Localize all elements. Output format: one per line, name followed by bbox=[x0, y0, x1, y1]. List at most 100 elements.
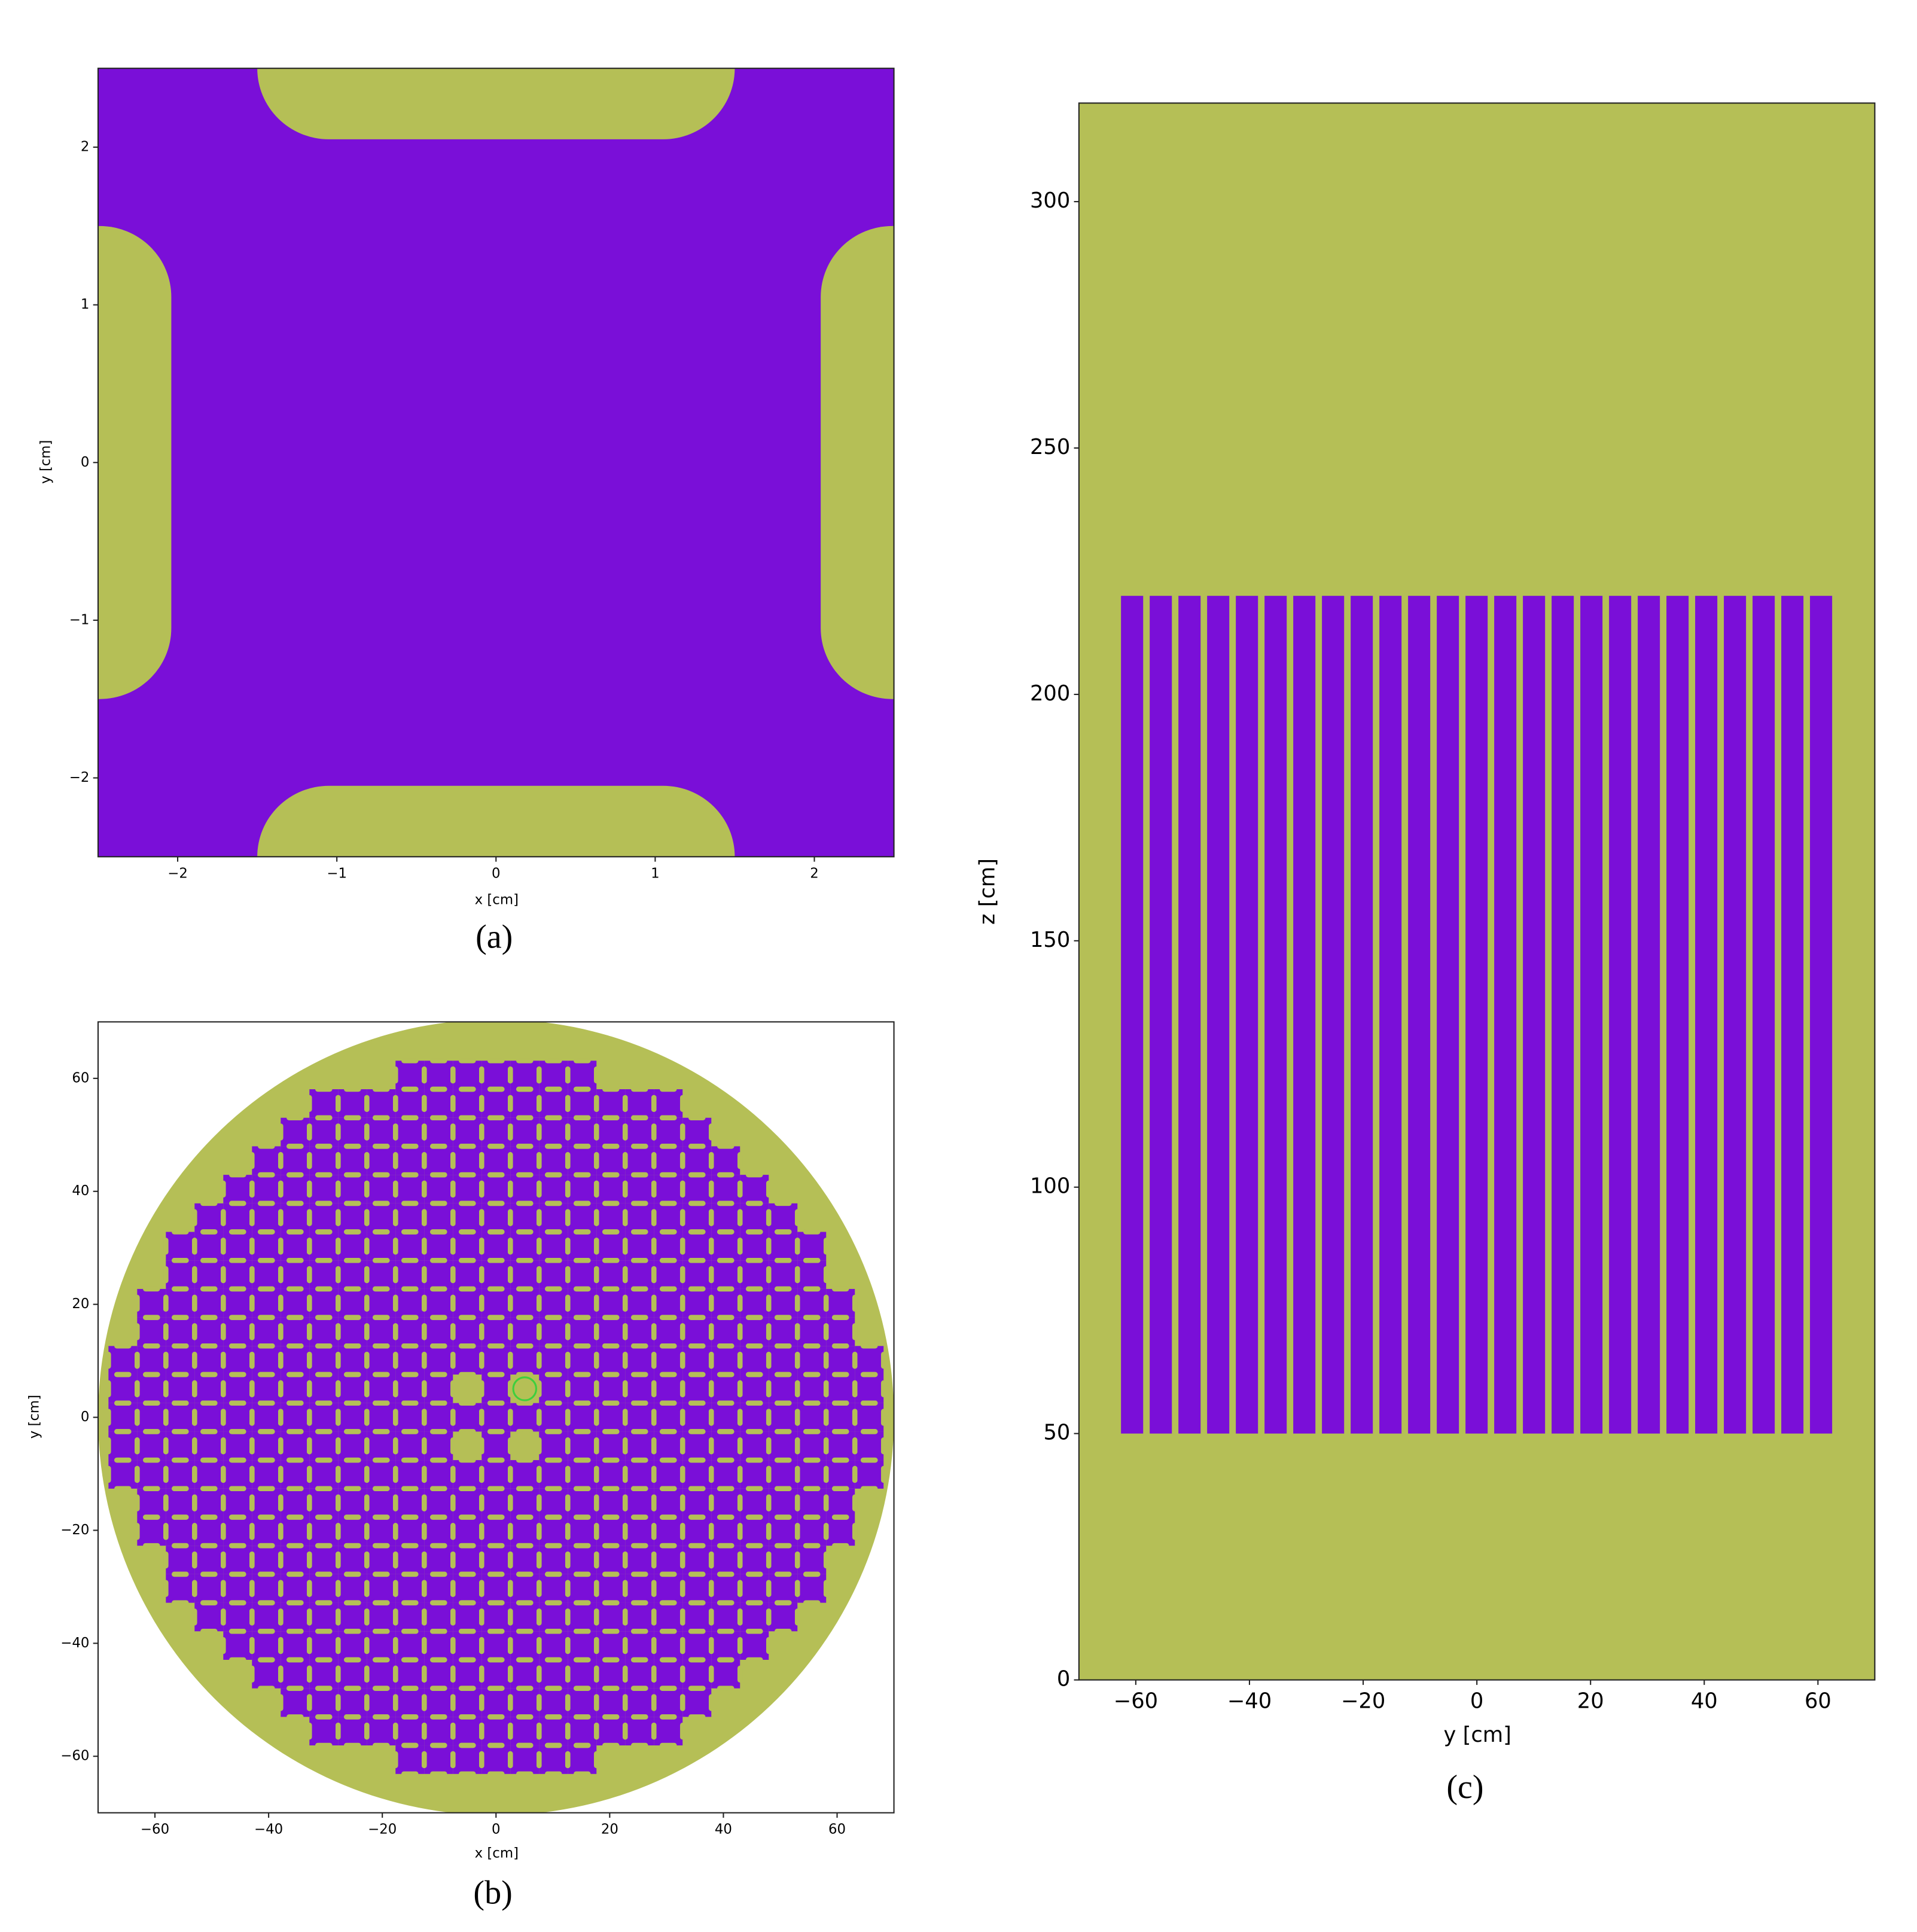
gap bbox=[507, 1238, 513, 1255]
gap bbox=[737, 1580, 743, 1597]
gap bbox=[565, 1551, 571, 1569]
assembly bbox=[166, 1574, 195, 1603]
gap bbox=[622, 1266, 628, 1284]
assembly bbox=[769, 1602, 798, 1632]
gap bbox=[287, 1115, 304, 1120]
gap bbox=[221, 1637, 226, 1654]
gap bbox=[287, 1229, 304, 1235]
assembly bbox=[194, 1375, 224, 1403]
x-tick-label: 20 bbox=[1577, 1689, 1604, 1714]
assembly bbox=[568, 1232, 597, 1261]
gap bbox=[688, 1315, 706, 1320]
gap bbox=[479, 1723, 484, 1740]
gap bbox=[774, 1600, 792, 1605]
y-tick-label: 20 bbox=[72, 1296, 89, 1312]
gap bbox=[430, 1600, 447, 1605]
assembly bbox=[711, 1232, 740, 1261]
gap bbox=[659, 1315, 677, 1320]
gap bbox=[430, 1343, 447, 1349]
gap bbox=[422, 1523, 427, 1540]
x-tick-label: 40 bbox=[715, 1822, 732, 1837]
assembly bbox=[711, 1317, 740, 1346]
gap bbox=[307, 1409, 312, 1426]
assembly bbox=[682, 1546, 712, 1574]
assembly bbox=[596, 1260, 626, 1289]
assembly bbox=[281, 1146, 310, 1175]
assembly bbox=[281, 1117, 310, 1147]
gap bbox=[803, 1286, 821, 1292]
gap bbox=[172, 1400, 189, 1406]
assembly bbox=[338, 1232, 367, 1261]
gap bbox=[593, 1266, 599, 1284]
gap bbox=[766, 1608, 772, 1626]
assembly bbox=[309, 1488, 339, 1517]
assembly bbox=[769, 1260, 798, 1289]
gap bbox=[479, 1465, 484, 1483]
assembly bbox=[826, 1488, 855, 1517]
gap bbox=[336, 1523, 341, 1540]
gap bbox=[459, 1686, 476, 1691]
gap bbox=[364, 1294, 370, 1312]
gap bbox=[659, 1742, 677, 1748]
gap bbox=[401, 1629, 419, 1634]
gap bbox=[450, 1294, 456, 1312]
gap bbox=[679, 1608, 685, 1626]
assembly bbox=[769, 1317, 798, 1346]
gap bbox=[659, 1400, 677, 1406]
assembly bbox=[281, 1403, 310, 1432]
gap bbox=[745, 1514, 763, 1520]
assembly bbox=[108, 1403, 138, 1432]
assembly bbox=[338, 1403, 367, 1432]
gap bbox=[803, 1315, 821, 1320]
gap bbox=[574, 1058, 591, 1063]
gap bbox=[278, 1665, 284, 1683]
assembly bbox=[166, 1403, 195, 1432]
gap bbox=[545, 1315, 562, 1320]
gap bbox=[659, 1343, 677, 1349]
assembly bbox=[338, 1717, 367, 1746]
assembly bbox=[281, 1546, 310, 1574]
y-tick-label: 300 bbox=[1030, 188, 1070, 213]
assembly bbox=[510, 1688, 540, 1717]
gap bbox=[163, 1580, 169, 1597]
gap bbox=[565, 1323, 571, 1340]
gap bbox=[336, 1665, 341, 1683]
gap bbox=[659, 1514, 677, 1520]
gap bbox=[651, 1523, 657, 1540]
gap bbox=[507, 1751, 513, 1769]
assembly bbox=[309, 1659, 339, 1689]
gap bbox=[794, 1380, 800, 1398]
gap bbox=[401, 1400, 419, 1406]
gap bbox=[679, 1437, 685, 1455]
gap bbox=[373, 1086, 390, 1092]
gap bbox=[143, 1429, 160, 1434]
gap bbox=[373, 1400, 390, 1406]
assembly bbox=[711, 1460, 740, 1489]
assembly bbox=[223, 1431, 252, 1461]
gap bbox=[422, 1580, 427, 1597]
gap bbox=[479, 1494, 484, 1512]
gap bbox=[507, 1409, 513, 1426]
gap bbox=[574, 1714, 591, 1720]
gap bbox=[200, 1286, 218, 1292]
assembly bbox=[539, 1688, 568, 1717]
gap bbox=[679, 1180, 685, 1198]
assembly bbox=[769, 1460, 798, 1489]
assembly bbox=[223, 1602, 252, 1632]
gap bbox=[516, 1742, 534, 1748]
assembly bbox=[826, 1288, 855, 1318]
assembly bbox=[223, 1546, 252, 1574]
gap bbox=[823, 1380, 829, 1398]
gap bbox=[516, 1571, 534, 1577]
gap bbox=[430, 1486, 447, 1492]
gap bbox=[344, 1486, 361, 1492]
gap bbox=[593, 1209, 599, 1226]
gap bbox=[794, 1437, 800, 1455]
assembly bbox=[281, 1431, 310, 1461]
gap bbox=[114, 1400, 132, 1406]
gap bbox=[545, 1372, 562, 1378]
gap bbox=[287, 1486, 304, 1492]
gap bbox=[622, 1608, 628, 1626]
rod bbox=[1351, 596, 1373, 1434]
gap bbox=[651, 1723, 657, 1740]
